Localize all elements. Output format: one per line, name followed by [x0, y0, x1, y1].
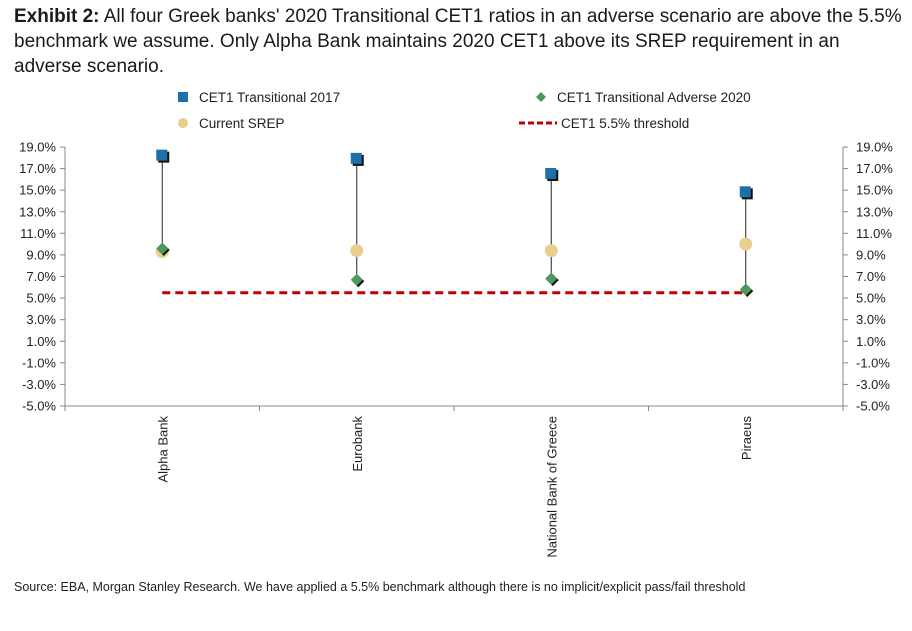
y-tick-label-left: 7.0% — [26, 269, 56, 284]
y-tick-label-right: 13.0% — [856, 204, 893, 219]
source-note: Source: EBA, Morgan Stanley Research. We… — [14, 580, 746, 594]
chart-marks — [155, 149, 754, 297]
y-tick-label-left: 13.0% — [19, 204, 56, 219]
y-tick-label-right: -5.0% — [856, 399, 890, 414]
y-tick-label-left: 15.0% — [19, 183, 56, 198]
chart-canvas: CET1 Transitional 2017 CET1 Transitional … — [19, 90, 893, 558]
legend-cet1-2017-marker — [178, 92, 188, 102]
y-tick-label-right: 19.0% — [856, 140, 893, 155]
y-tick-label-right: 5.0% — [856, 291, 886, 306]
adverse-2020-point — [545, 272, 558, 285]
adverse-2020-point — [156, 242, 169, 255]
y-tick-label-left: 5.0% — [26, 291, 56, 306]
y-tick-label-left: -5.0% — [22, 399, 56, 414]
y-tick-label-left: 17.0% — [19, 161, 56, 176]
srep-point — [544, 244, 558, 258]
y-tick-label-left: 1.0% — [26, 334, 56, 349]
y-tick-label-left: -3.0% — [22, 377, 56, 392]
x-category-label: Eurobank — [350, 416, 365, 472]
adverse-2020-point — [739, 283, 752, 296]
srep-point — [350, 244, 364, 258]
legend-label: Current SREP — [199, 116, 285, 131]
cet1-2017-point — [545, 167, 557, 179]
cet1-2017-point — [156, 149, 168, 161]
y-tick-label-right: -1.0% — [856, 355, 890, 370]
legend-adverse-2020-marker — [536, 92, 546, 102]
y-tick-label-right: -3.0% — [856, 377, 890, 392]
cet1-2017-point — [350, 152, 362, 164]
y-tick-label-left: 11.0% — [20, 226, 56, 241]
y-tick-label-right: 17.0% — [856, 161, 893, 176]
y-tick-label-right: 7.0% — [856, 269, 886, 284]
y-tick-label-right: 15.0% — [856, 183, 893, 198]
y-tick-label-left: 9.0% — [26, 247, 56, 262]
y-tick-label-right: 11.0% — [856, 226, 892, 241]
legend-srep-marker — [178, 118, 188, 128]
cet1-2017-point — [739, 186, 751, 198]
x-category-label: Alpha Bank — [155, 416, 170, 483]
y-tick-label-right: 1.0% — [856, 334, 886, 349]
legend: CET1 Transitional 2017 CET1 Transitional … — [178, 90, 751, 131]
y-tick-label-left: -1.0% — [22, 355, 56, 370]
legend-label: CET1 Transitional 2017 — [199, 90, 340, 105]
legend-label: CET1 Transitional Adverse 2020 — [557, 90, 751, 105]
x-category-label: National Bank of Greece — [544, 416, 559, 558]
axes: 19.0% 19.0% 17.0% 17.0% 15.0% 15.0% 13.0% 13.0%… — [19, 140, 893, 558]
adverse-2020-point — [350, 273, 363, 286]
exhibit-title-block: Exhibit 2: All four Greek banks' 2020 Tr… — [14, 4, 904, 79]
exhibit-title: All four Greek banks' 2020 Transitional … — [14, 6, 902, 77]
exhibit-label: Exhibit 2: — [14, 6, 100, 27]
y-tick-label-right: 9.0% — [856, 247, 886, 262]
y-tick-label-left: 3.0% — [26, 312, 56, 327]
x-category-label: Piraeus — [739, 416, 754, 461]
y-tick-label-left: 19.0% — [19, 140, 56, 155]
y-tick-label-right: 3.0% — [856, 312, 886, 327]
srep-point — [739, 237, 753, 251]
legend-label: CET1 5.5% threshold — [561, 116, 689, 131]
